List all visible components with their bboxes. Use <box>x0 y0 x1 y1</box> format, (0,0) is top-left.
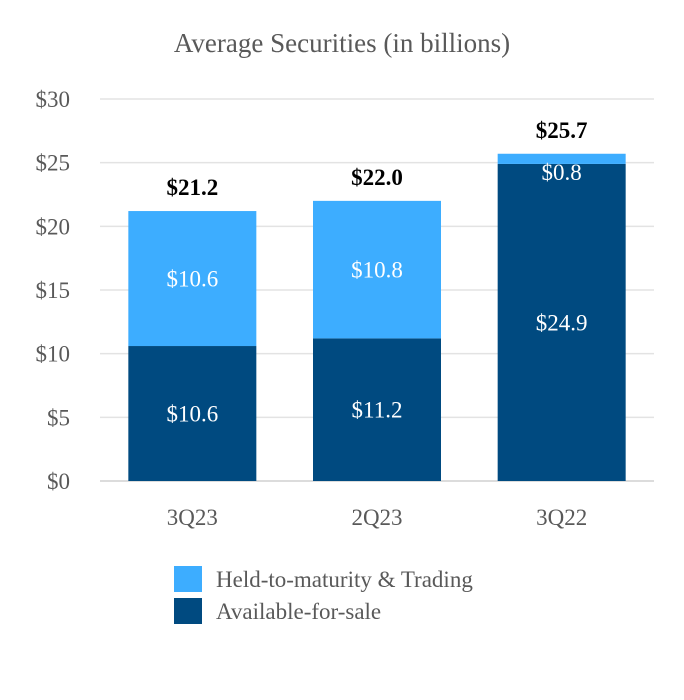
segment-value-label: $10.8 <box>351 258 403 283</box>
y-tick-label: $30 <box>36 87 71 112</box>
segment-value-label: $10.6 <box>166 402 218 427</box>
segment-value-label: $24.9 <box>536 310 588 335</box>
y-tick-label: $15 <box>36 278 71 303</box>
x-tick-label: 3Q22 <box>536 505 587 530</box>
bar-segment <box>128 346 257 481</box>
y-tick-label: $25 <box>36 151 71 176</box>
bar-segment <box>313 338 441 481</box>
bars: $10.6 $10.6 $21.2 $11.2 $10.8 $22.0 $24.9 $0.8 $… <box>128 118 626 481</box>
legend-label: Held-to-maturity & Trading <box>216 567 473 592</box>
x-tick-label: 2Q23 <box>351 505 402 530</box>
bar-segment <box>497 163 626 481</box>
legend: Held-to-maturity & Trading Available-for-… <box>174 566 473 624</box>
y-tick-label: $20 <box>36 214 71 239</box>
bar-segment <box>313 200 441 339</box>
x-axis: 3Q23 2Q23 3Q22 <box>167 505 587 530</box>
bar-segment <box>128 211 257 347</box>
y-tick-label: $10 <box>36 342 71 367</box>
chart-title: Average Securities (in billions) <box>174 28 510 58</box>
bar-segment <box>497 153 626 164</box>
total-value-label: $25.7 <box>536 118 588 143</box>
y-axis: $0 $5 $10 $15 $20 $25 $30 <box>36 87 71 494</box>
y-tick-label: $5 <box>47 405 70 430</box>
x-tick-label: 3Q23 <box>167 505 218 530</box>
segment-value-label: $0.8 <box>542 160 582 185</box>
segment-value-label: $11.2 <box>352 398 403 423</box>
legend-swatch <box>174 566 202 592</box>
total-value-label: $21.2 <box>166 175 218 200</box>
legend-label: Available-for-sale <box>216 599 381 624</box>
total-value-label: $22.0 <box>351 165 403 190</box>
y-tick-label: $0 <box>47 469 70 494</box>
legend-swatch <box>174 598 202 624</box>
segment-value-label: $10.6 <box>166 267 218 292</box>
